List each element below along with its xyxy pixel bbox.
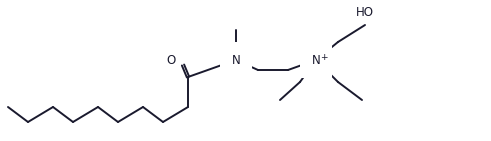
Text: +: + <box>320 52 328 61</box>
Text: HO: HO <box>356 5 374 18</box>
Text: N: N <box>232 53 241 67</box>
Text: O: O <box>166 53 176 67</box>
Text: N: N <box>312 53 320 67</box>
